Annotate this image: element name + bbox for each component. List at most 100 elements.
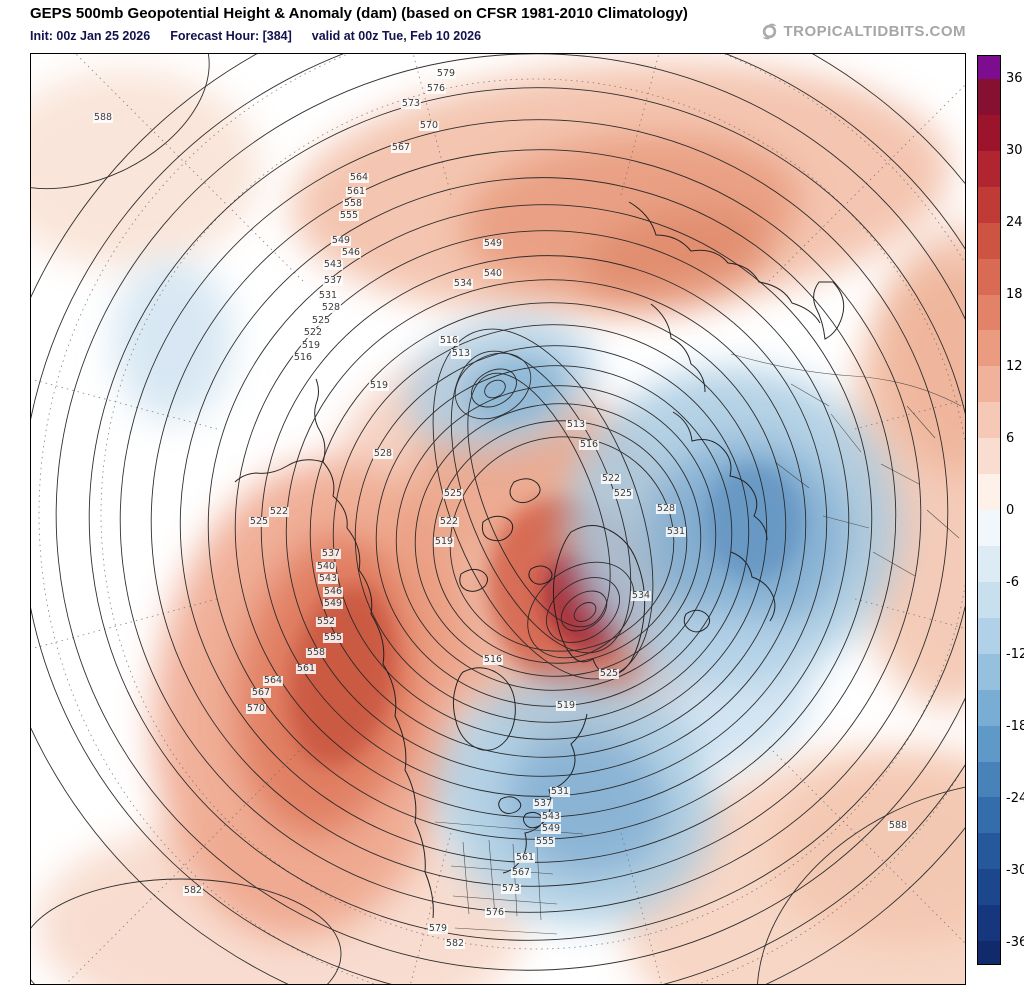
height-contour — [260, 255, 828, 797]
contour-label: 558 — [342, 198, 364, 209]
contour-label: 549 — [482, 238, 504, 249]
siberia-coastline — [628, 201, 821, 324]
contour-label: 525 — [598, 668, 620, 679]
contour-label: 564 — [348, 172, 370, 183]
colorbar-tick-label: -24 — [1006, 791, 1024, 806]
contour-label: 525 — [248, 516, 270, 527]
contour-label: 552 — [315, 616, 337, 627]
colorbar-segment — [978, 56, 1000, 79]
colorbar-segment — [978, 402, 1000, 439]
height-contour — [179, 177, 897, 863]
colorbar-segment — [978, 617, 1000, 654]
contour-label: 570 — [245, 703, 267, 714]
height-contour — [354, 345, 750, 723]
colorbar-tick-label: -36 — [1006, 935, 1024, 950]
baltic-coastline — [730, 551, 776, 622]
forecast-hour: Forecast Hour: [384] — [170, 29, 292, 43]
contour-label: 582 — [182, 885, 204, 896]
height-contours-layer — [31, 54, 965, 984]
contour-label: 537 — [322, 275, 344, 286]
contour-label: 567 — [250, 687, 272, 698]
contour-label: 516 — [292, 352, 314, 363]
contour-label: 537 — [532, 798, 554, 809]
watermark-text: TROPICALTIDBITS.COM — [783, 23, 966, 40]
colorbar-tick-label: 30 — [1006, 143, 1023, 158]
height-contour — [527, 561, 635, 659]
alaska-coastline — [234, 459, 324, 483]
height-contour — [484, 379, 506, 399]
height-contour — [471, 368, 517, 408]
contour-label: 561 — [345, 186, 367, 197]
contour-label: 561 — [514, 852, 536, 863]
anomaly-blob — [113, 258, 233, 422]
height-contour — [55, 54, 965, 971]
anomaly-blob — [773, 762, 965, 946]
kamchatka-coastline — [813, 281, 845, 340]
height-contour — [31, 878, 342, 984]
scandinavia-coastline — [672, 411, 768, 541]
great-lake — [498, 796, 522, 814]
contour-label: 522 — [600, 473, 622, 484]
colorbar-segment — [978, 438, 1000, 475]
contour-label: 582 — [444, 938, 466, 949]
contour-label: 543 — [322, 259, 344, 270]
colorbar-segment — [978, 653, 1000, 690]
contour-label: 522 — [302, 327, 324, 338]
colorbar-segment — [978, 366, 1000, 403]
anomaly-blob — [704, 464, 804, 580]
height-contour — [234, 230, 850, 818]
anomaly-blob — [31, 69, 261, 269]
contour-label: 537 — [320, 548, 342, 559]
page-title: GEPS 500mb Geopotential Height & Anomaly… — [30, 5, 688, 22]
colorbar-tick-label: 12 — [1006, 359, 1023, 374]
contour-label: 546 — [322, 586, 344, 597]
height-contour — [31, 54, 210, 190]
contour-label: 549 — [540, 823, 562, 834]
hurricane-logo-icon — [762, 23, 777, 40]
contour-label: 525 — [612, 488, 634, 499]
colorbar-tick-label: 6 — [1006, 431, 1015, 446]
contour-label: 516 — [578, 439, 600, 450]
arctic-island — [459, 568, 489, 592]
contour-label: 513 — [565, 419, 587, 430]
contour-label: 516 — [482, 654, 504, 665]
contour-label: 573 — [400, 98, 422, 109]
colorbar-tick-label: -12 — [1006, 647, 1024, 662]
height-contour — [449, 436, 675, 652]
contour-label: 588 — [92, 112, 114, 123]
great-lake — [523, 811, 544, 829]
colorbar-segment — [978, 186, 1000, 223]
contour-label: 540 — [482, 268, 504, 279]
contour-label: 522 — [268, 506, 290, 517]
colorbar-segment — [978, 581, 1000, 618]
colorbar-segment — [978, 761, 1000, 798]
siberia-interior — [650, 303, 706, 393]
contour-label: 516 — [438, 335, 460, 346]
height-contour — [467, 372, 611, 628]
contour-label: 576 — [484, 907, 506, 918]
colorbar-tick-label: -30 — [1006, 863, 1024, 878]
height-contour — [546, 577, 620, 643]
contour-label: 555 — [322, 632, 344, 643]
contour-label: 531 — [549, 786, 571, 797]
contour-label: 540 — [315, 561, 337, 572]
graticule-layer — [31, 54, 965, 984]
contour-label: 588 — [887, 820, 909, 831]
contour-label: 549 — [322, 598, 344, 609]
colorbar-tick-labels: 36 30 24 18 12 6 0 -6 -12 -18 -24 -30 -36 — [1006, 55, 1024, 965]
colorbar-tick-label: 36 — [1006, 71, 1023, 86]
height-contour — [207, 204, 873, 840]
colorbar-segment — [978, 222, 1000, 259]
north-america-west-coast — [322, 461, 434, 919]
height-contour — [395, 385, 717, 691]
watermark: TROPICALTIDBITS.COM — [761, 23, 966, 40]
colorbar-segment — [978, 905, 1000, 942]
height-contour — [414, 403, 702, 677]
colorbar-segment — [978, 689, 1000, 726]
colorbar-segment — [978, 114, 1000, 151]
contour-label: 543 — [540, 811, 562, 822]
arctic-island — [481, 515, 514, 542]
colorbar-tick-label: 24 — [1006, 215, 1023, 230]
contour-label: 531 — [317, 290, 339, 301]
colorbar-tick-label: -18 — [1006, 719, 1024, 734]
